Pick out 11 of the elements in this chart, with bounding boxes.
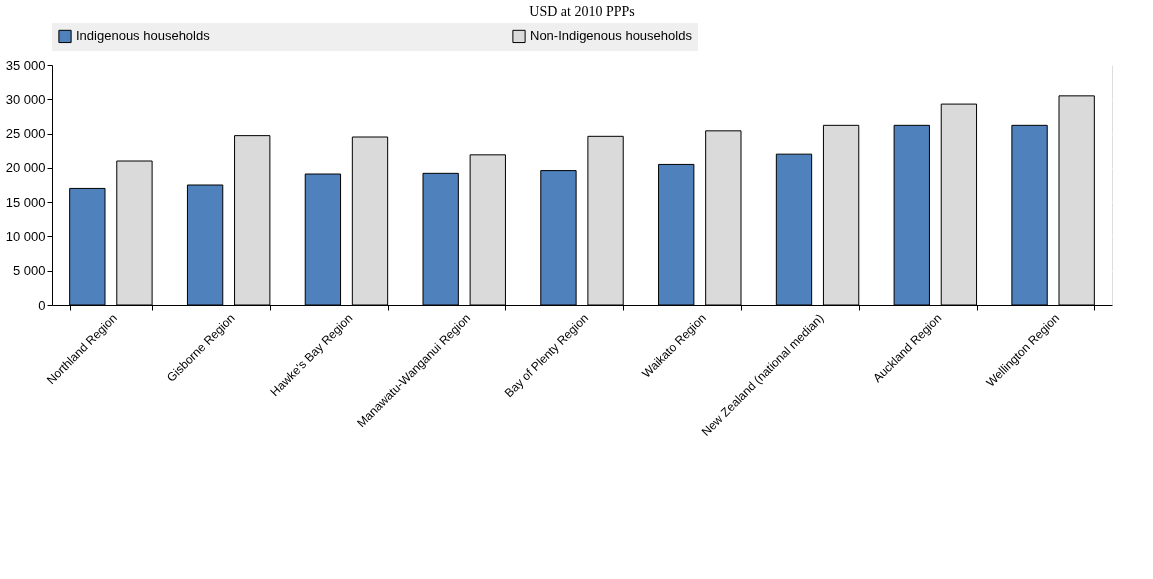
- legend-label: Non-Indigenous households: [530, 28, 693, 44]
- y-tick-label: 25 000: [5, 126, 46, 142]
- chart-title: USD at 2010 PPPs: [529, 4, 635, 19]
- legend-label: Indigenous households: [76, 28, 211, 44]
- y-tick-label: 20 000: [5, 160, 46, 176]
- y-tick-label: 15 000: [5, 194, 46, 210]
- y-tick-label: 35 000: [5, 57, 46, 73]
- y-tick-label: 30 000: [5, 91, 46, 107]
- y-tick-label: 0: [38, 297, 46, 313]
- y-tick-label: 10 000: [5, 228, 46, 244]
- y-tick-label: 5 000: [12, 263, 46, 279]
